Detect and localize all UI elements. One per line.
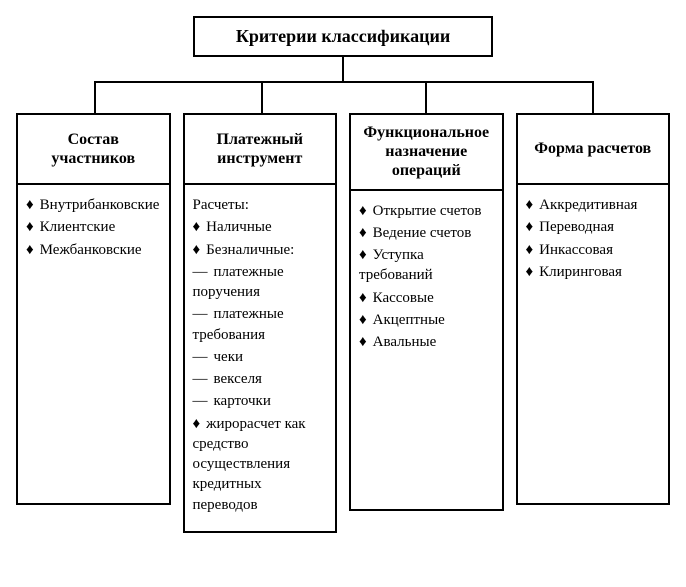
column-3-header-box: Форма расчетов <box>516 113 671 185</box>
root-title-box: Критерии классификации <box>193 16 493 57</box>
connector-drop-3 <box>592 81 594 113</box>
list-item: Межбанковские <box>26 240 161 260</box>
column-2-header-box: Функциональное назначение операций <box>349 113 504 191</box>
list-item: Клиринговая <box>526 262 661 282</box>
connector-hbar <box>94 81 591 83</box>
list-subitem: платежные требования <box>193 304 328 345</box>
column-0: Состав участников Внутрибанковские Клиен… <box>16 113 171 533</box>
connector-drop-0 <box>94 81 96 113</box>
list-item: Наличные <box>193 217 328 237</box>
list-subitem: векселя <box>193 369 328 389</box>
columns-container: Состав участников Внутрибанковские Клиен… <box>16 113 670 533</box>
list-item: Инкассовая <box>526 240 661 260</box>
list-item: Внутрибанковские <box>26 195 161 215</box>
list-item: жирорасчет как средство осуществления кр… <box>193 414 328 515</box>
root-title: Критерии классификации <box>236 26 450 46</box>
column-1-body: Расчеты: Наличные Безналичные: платежные… <box>183 185 338 533</box>
list-item: Открытие счетов <box>359 201 494 221</box>
connector-stem <box>342 57 344 81</box>
column-0-header: Состав участников <box>24 130 163 168</box>
connector-drop-1 <box>261 81 263 113</box>
list-item: Авальные <box>359 332 494 352</box>
column-1-header-box: Платежный инструмент <box>183 113 338 185</box>
list-subitem: платежные поручения <box>193 262 328 303</box>
list-item: Уступка требований <box>359 245 494 286</box>
column-3-header: Форма расчетов <box>534 139 651 158</box>
list-item: Кассовые <box>359 288 494 308</box>
column-2: Функциональное назначение операций Откры… <box>349 113 504 533</box>
column-1: Платежный инструмент Расчеты: Наличные Б… <box>183 113 338 533</box>
column-0-body: Внутрибанковские Клиентские Межбанковски… <box>16 185 171 505</box>
column-3-body: Аккредитивная Переводная Инкассовая Клир… <box>516 185 671 505</box>
list-item: Переводная <box>526 217 661 237</box>
list-item: Безналичные: <box>193 240 328 260</box>
tree-connector <box>16 57 670 113</box>
list-lead: Расчеты: <box>193 195 328 215</box>
column-3: Форма расчетов Аккредитивная Переводная … <box>516 113 671 533</box>
list-item: Аккредитивная <box>526 195 661 215</box>
list-subitem: карточки <box>193 391 328 411</box>
connector-drop-2 <box>425 81 427 113</box>
column-0-header-box: Состав участников <box>16 113 171 185</box>
column-2-header: Функциональное назначение операций <box>357 123 496 181</box>
column-2-body: Открытие счетов Ведение счетов Уступка т… <box>349 191 504 511</box>
list-item: Ведение счетов <box>359 223 494 243</box>
list-subitem: чеки <box>193 347 328 367</box>
column-1-header: Платежный инструмент <box>191 130 330 168</box>
list-item: Акцептные <box>359 310 494 330</box>
list-item: Клиентские <box>26 217 161 237</box>
